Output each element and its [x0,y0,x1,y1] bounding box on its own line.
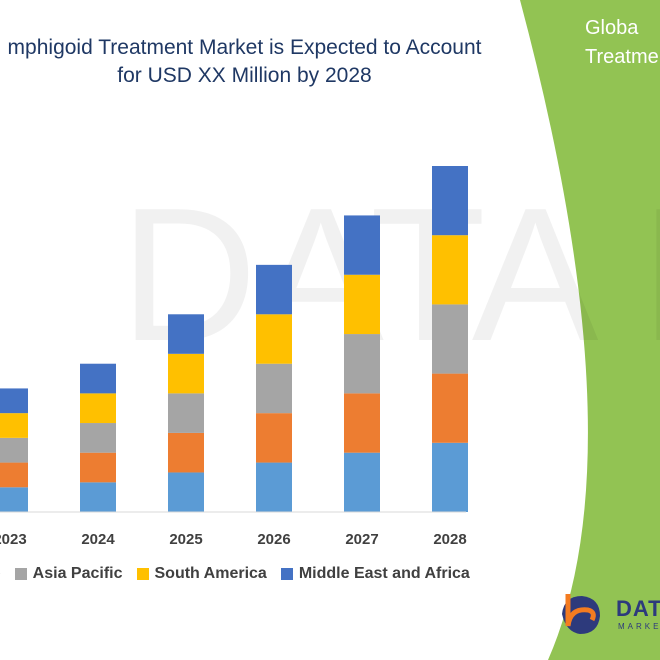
chart-title: mphigoid Treatment Market is Expected to… [7,36,482,87]
databridge-logo-icon [562,594,600,634]
x-tick-2026: 2026 [257,531,290,548]
logo-text: DATA [616,596,660,621]
bar-2028-asia-pacific [432,304,468,374]
legend-item: pe [0,565,1,583]
bar-2028-north-america [432,442,468,512]
legend-label: South America [154,565,267,582]
bar-2023-asia-pacific [0,437,28,463]
bar-2025-europe [168,432,204,473]
right-panel-title: Globa Treatme [585,17,659,68]
bar-2027-south-america [344,274,380,335]
bar-2027-asia-pacific [344,334,380,394]
bar-2028-europe [432,373,468,443]
x-tick-2028: 2028 [433,531,466,548]
bar-2026-europe [256,413,292,463]
bar-2028-middle-east-and-africa [432,166,468,236]
x-tick-2025: 2025 [169,531,202,548]
bar-2024-north-america [80,482,116,512]
chart-legend: pe Asia Pacific South America Middle East a… [0,565,484,583]
x-tick-2024: 2024 [81,531,115,548]
bar-2027-north-america [344,452,380,512]
bar-2023-south-america [0,413,28,438]
x-tick-2027: 2027 [345,531,378,548]
green-panel-shape [520,0,660,660]
bar-2023-middle-east-and-africa [0,388,28,414]
bar-2025-middle-east-and-africa [168,314,204,354]
legend-swatch [280,568,293,580]
bar-2026-south-america [256,314,292,364]
legend-item: South America [136,565,267,583]
logo-subtext: MARKE [618,622,660,631]
bar-2026-north-america [256,462,292,512]
legend-item: Middle East and Africa [280,565,470,583]
bar-2026-asia-pacific [256,363,292,414]
bar-2024-asia-pacific [80,423,116,453]
legend-label: pe [0,565,1,583]
bar-2025-south-america [168,353,204,394]
bar-2024-south-america [80,393,116,424]
x-tick-2023: 2023 [0,531,27,548]
bar-2025-north-america [168,472,204,512]
bar-2023-europe [0,462,28,488]
legend-swatch [14,568,27,580]
legend-label: Middle East and Africa [298,565,470,582]
legend-item: Asia Pacific [14,565,123,583]
bar-2024-middle-east-and-africa [80,363,116,394]
legend-swatch [136,568,149,580]
bar-2027-middle-east-and-africa [344,215,380,275]
bar-2025-asia-pacific [168,393,204,433]
x-tick-labels: 2023 2024 2025 2026 2027 2028 [0,531,467,548]
bars-layer [0,166,468,512]
bar-2024-europe [80,452,116,483]
legend-label: Asia Pacific [32,565,123,582]
bar-2023-north-america [0,487,28,512]
bar-2027-europe [344,393,380,453]
bar-2026-middle-east-and-africa [256,264,292,315]
bar-2028-south-america [432,235,468,305]
